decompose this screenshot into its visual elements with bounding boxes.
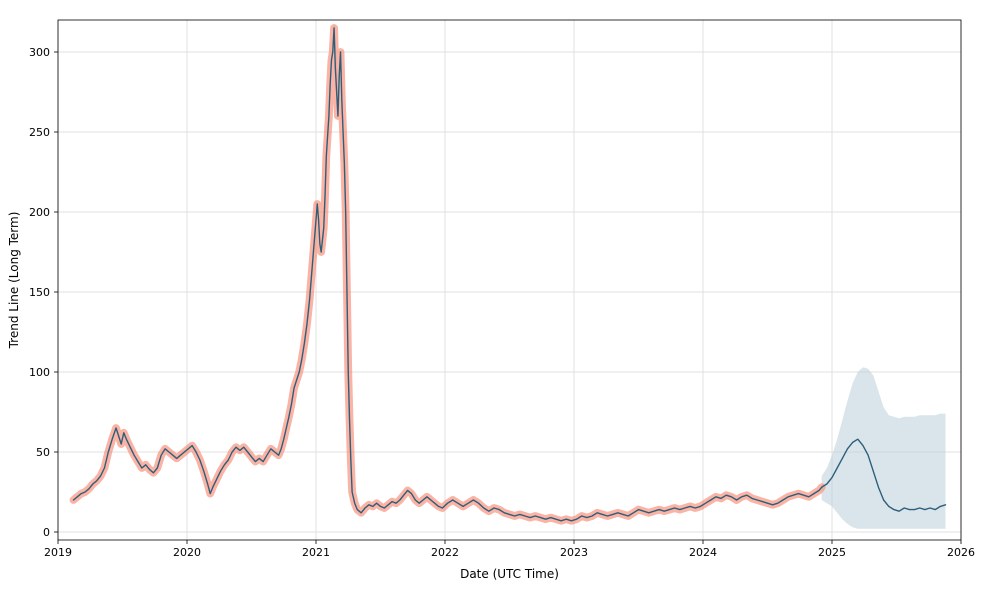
y-tick-label: 200 <box>29 206 50 219</box>
y-tick-label: 150 <box>29 286 50 299</box>
y-tick-label: 100 <box>29 366 50 379</box>
x-tick-label: 2021 <box>302 546 330 559</box>
y-tick-label: 300 <box>29 46 50 59</box>
y-tick-label: 50 <box>36 446 50 459</box>
x-tick-label: 2025 <box>818 546 846 559</box>
trend-chart: 2019 2020 2021 2022 2023 2024 2025 2026 0 50 100 15… <box>0 0 989 590</box>
x-axis-label: Date (UTC Time) <box>460 567 559 581</box>
chart-container: 2019 2020 2021 2022 2023 2024 2025 2026 0 50 100 15… <box>0 0 989 590</box>
x-tick-label: 2019 <box>44 546 72 559</box>
y-tick-label: 0 <box>43 526 50 539</box>
x-tick-label: 2024 <box>689 546 717 559</box>
x-tick-label: 2026 <box>947 546 975 559</box>
x-tick-label: 2022 <box>431 546 459 559</box>
x-tick-label: 2023 <box>560 546 588 559</box>
y-axis-label: Trend Line (Long Term) <box>7 212 21 350</box>
x-tick-label: 2020 <box>173 546 201 559</box>
y-tick-label: 250 <box>29 126 50 139</box>
